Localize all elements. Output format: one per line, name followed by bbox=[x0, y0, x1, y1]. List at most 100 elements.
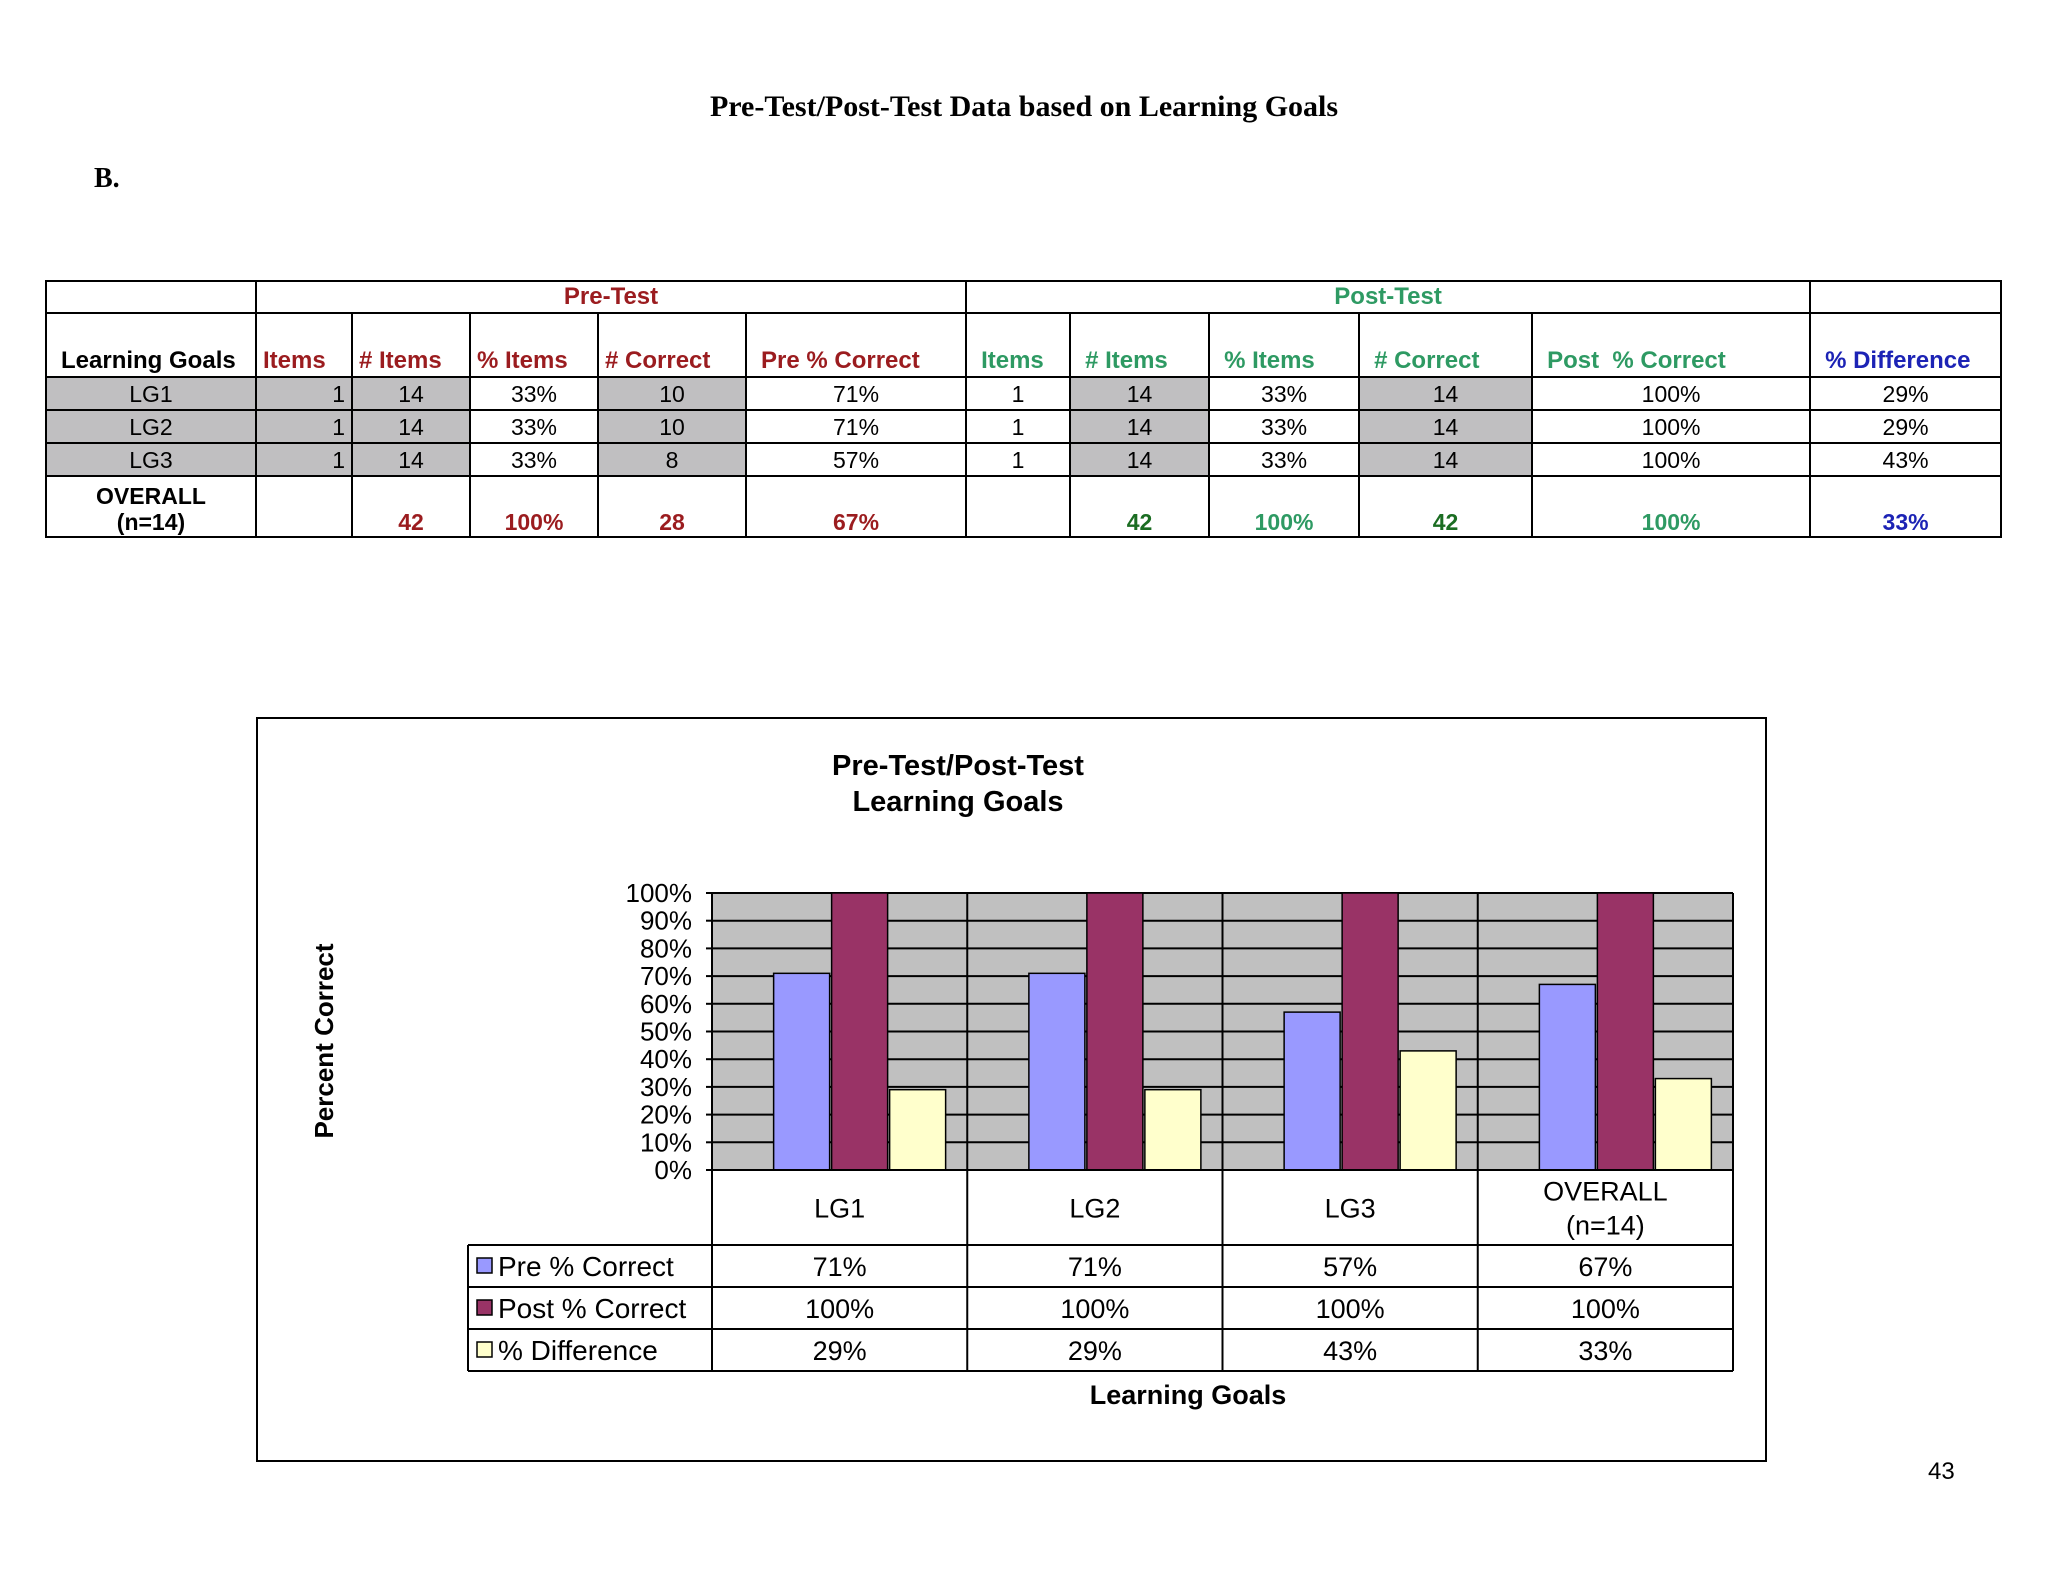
category-label: (n=14) bbox=[1566, 1211, 1645, 1241]
legend-swatch bbox=[476, 1299, 493, 1316]
overall-pct-difference: 33% bbox=[1809, 475, 2003, 538]
bar bbox=[1086, 892, 1144, 1171]
learning-goals-table: Pre-Test Post-Test Learning Goals Items … bbox=[45, 280, 2003, 538]
row-post-pct-correct: 100% bbox=[1531, 376, 1812, 411]
row-pct-difference: 43% bbox=[1809, 442, 2003, 477]
row-pct-difference: 29% bbox=[1809, 376, 2003, 411]
bar bbox=[1283, 1011, 1341, 1171]
row-post-num-correct: 14 bbox=[1358, 409, 1534, 444]
overall-pre-num-items: 42 bbox=[351, 475, 471, 538]
legend-label: % Difference bbox=[498, 1335, 658, 1366]
diff-group-cell bbox=[1809, 280, 2003, 314]
data-label: 29% bbox=[813, 1336, 867, 1366]
y-axis-title: Percent Correct bbox=[309, 943, 339, 1138]
header-learning-goals: Learning Goals bbox=[45, 312, 257, 378]
header-post-num-items: # Items bbox=[1069, 312, 1211, 378]
pre-test-group-header: Pre-Test bbox=[254, 280, 968, 314]
plot-area: 0%10%20%30%40%50%60%70%80%90%100%LG1 LG2 L… bbox=[467, 878, 1734, 1372]
table-group-row: Pre-Test Post-Test bbox=[45, 280, 2003, 314]
row-goal: LG3 bbox=[45, 442, 257, 477]
row-pre-pct-items: 33% bbox=[469, 442, 599, 477]
table-row: LG1 1 14 33% 10 71% 1 14 33% 14 100% 29% bbox=[45, 376, 2003, 411]
overall-pre-num-correct: 28 bbox=[597, 475, 747, 538]
data-label: 100% bbox=[1316, 1294, 1385, 1324]
chart-title-line2: Learning Goals bbox=[852, 786, 1063, 818]
table-row: LG3 1 14 33% 8 57% 1 14 33% 14 100% 43% bbox=[45, 442, 2003, 477]
bar bbox=[1596, 892, 1655, 1171]
y-tick-label: 30% bbox=[640, 1072, 692, 1102]
bar bbox=[1654, 1077, 1713, 1171]
row-pre-items: 1 bbox=[255, 409, 353, 444]
y-tick-label: 20% bbox=[640, 1100, 692, 1130]
data-label: 29% bbox=[1068, 1336, 1122, 1366]
overall-post-pct-items: 100% bbox=[1208, 475, 1361, 538]
overall-row: OVERALL (n=14) 42 100% 28 67% 42 100% 42 … bbox=[45, 475, 2003, 538]
page-number: 43 bbox=[1928, 1458, 1955, 1485]
y-tick-label: 90% bbox=[640, 906, 692, 936]
overall-post-num-items: 42 bbox=[1069, 475, 1211, 538]
table-corner-cell bbox=[45, 280, 257, 314]
row-post-pct-correct: 100% bbox=[1531, 409, 1812, 444]
legend-swatch bbox=[476, 1341, 493, 1358]
data-label: 67% bbox=[1578, 1252, 1632, 1282]
legend-label: Post % Correct bbox=[498, 1293, 686, 1324]
row-post-pct-items: 33% bbox=[1208, 442, 1361, 477]
row-pct-difference: 29% bbox=[1809, 409, 2003, 444]
bar bbox=[1341, 892, 1399, 1171]
row-pre-num-items: 14 bbox=[351, 409, 471, 444]
data-label: 100% bbox=[1060, 1294, 1129, 1324]
y-tick-label: 40% bbox=[640, 1044, 692, 1074]
row-pre-num-correct: 10 bbox=[597, 376, 747, 411]
header-pre-pct-items: % Items bbox=[469, 312, 599, 378]
row-post-pct-items: 33% bbox=[1208, 409, 1361, 444]
header-pre-pct-correct: Pre % Correct bbox=[744, 312, 968, 378]
row-pre-items: 1 bbox=[255, 442, 353, 477]
row-pre-num-correct: 8 bbox=[597, 442, 747, 477]
bar bbox=[888, 1088, 947, 1171]
row-post-num-correct: 14 bbox=[1358, 442, 1534, 477]
legend-label: Pre % Correct bbox=[498, 1251, 674, 1282]
overall-post-num-correct: 42 bbox=[1358, 475, 1534, 538]
overall-label-line2: (n=14) bbox=[116, 509, 186, 535]
post-test-group-header: Post-Test bbox=[965, 280, 1812, 314]
header-post-pct-items: % Items bbox=[1208, 312, 1361, 378]
overall-pre-items bbox=[255, 475, 353, 538]
bar-chart: Pre-Test/Post-Test Learning Goals Percen… bbox=[309, 750, 1734, 1410]
header-pre-num-correct: # Correct bbox=[597, 312, 747, 378]
row-post-items: 1 bbox=[965, 376, 1072, 411]
y-tick-label: 60% bbox=[640, 989, 692, 1019]
row-pre-num-items: 14 bbox=[351, 376, 471, 411]
row-post-num-items: 14 bbox=[1069, 376, 1211, 411]
row-goal: LG1 bbox=[45, 376, 257, 411]
overall-pre-pct-items: 100% bbox=[469, 475, 599, 538]
table-header-row: Learning Goals Items # Items % Items # C… bbox=[45, 312, 2003, 378]
section-label: B. bbox=[94, 163, 120, 194]
row-pre-num-correct: 10 bbox=[597, 409, 747, 444]
category-label: OVERALL bbox=[1543, 1177, 1668, 1207]
bar bbox=[830, 892, 889, 1171]
y-tick-label: 70% bbox=[640, 961, 692, 991]
overall-label-line1: OVERALL bbox=[96, 483, 206, 509]
chart-frame: Pre-Test/Post-Test Learning Goals Percen… bbox=[256, 717, 1767, 1462]
category-label: LG3 bbox=[1325, 1194, 1376, 1224]
y-tick-label: 50% bbox=[640, 1017, 692, 1047]
data-label: 71% bbox=[1068, 1252, 1122, 1282]
row-post-items: 1 bbox=[965, 442, 1072, 477]
row-pre-pct-correct: 57% bbox=[744, 442, 968, 477]
row-pre-pct-items: 33% bbox=[469, 409, 599, 444]
y-tick-label: 10% bbox=[640, 1127, 692, 1157]
y-tick-label: 0% bbox=[654, 1155, 692, 1185]
header-post-pct-correct: Post % Correct bbox=[1531, 312, 1812, 378]
page-title: Pre-Test/Post-Test Data based on Learnin… bbox=[709, 90, 1339, 123]
overall-label: OVERALL (n=14) bbox=[45, 475, 257, 538]
data-label: 100% bbox=[805, 1294, 874, 1324]
row-post-items: 1 bbox=[965, 409, 1072, 444]
row-goal: LG2 bbox=[45, 409, 257, 444]
row-post-pct-correct: 100% bbox=[1531, 442, 1812, 477]
overall-post-pct-correct: 100% bbox=[1531, 475, 1812, 538]
category-label: LG1 bbox=[814, 1194, 865, 1224]
row-pre-items: 1 bbox=[255, 376, 353, 411]
y-tick-label: 80% bbox=[640, 933, 692, 963]
row-post-pct-items: 33% bbox=[1208, 376, 1361, 411]
header-post-num-correct: # Correct bbox=[1358, 312, 1534, 378]
